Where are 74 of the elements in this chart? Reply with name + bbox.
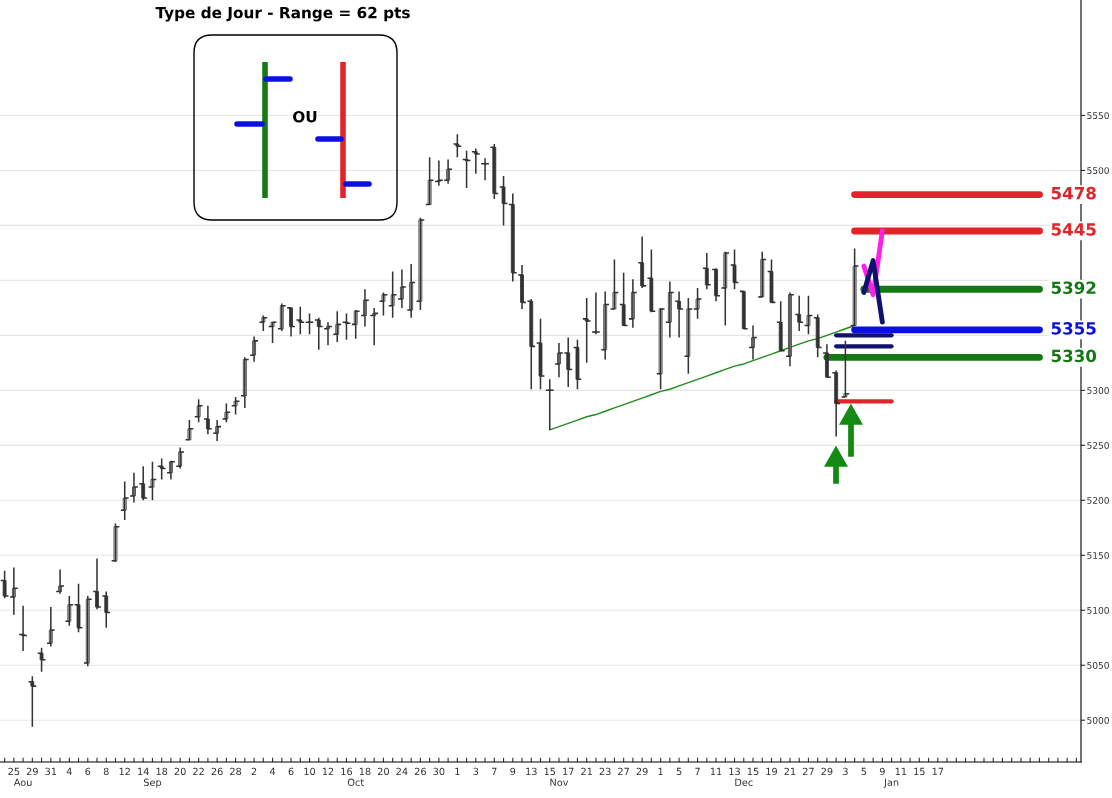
x-tick-label: 21: [581, 767, 592, 775]
x-tick-label: 24: [396, 767, 408, 775]
x-tick-label: 16: [341, 767, 353, 776]
chart-title: Type de Jour - Range = 62 pts: [155, 6, 410, 22]
x-tick-label: 5: [861, 767, 867, 776]
y-tick-label: 5100: [1087, 606, 1109, 614]
x-tick-label: 30: [433, 767, 445, 776]
x-tick-label: 5: [676, 767, 682, 776]
x-tick-label: 10: [304, 767, 316, 776]
x-tick-label: 27: [802, 767, 814, 775]
x-tick-label: 12: [119, 767, 130, 775]
y-tick-label: 5500: [1087, 167, 1109, 174]
y-tick-label: 5550: [1087, 112, 1109, 120]
x-tick-label: 2: [251, 767, 257, 775]
x-tick-label: Jan: [883, 778, 899, 788]
x-tick-label: 29: [821, 767, 833, 776]
x-tick-label: 18: [359, 767, 371, 776]
x-tick-label: Nov: [550, 778, 569, 786]
x-tick-label: 27: [618, 767, 630, 775]
series-label: 5330: [1051, 349, 1097, 363]
y-tick-label: 5150: [1087, 552, 1109, 559]
y-tick-label: 5050: [1087, 661, 1109, 669]
x-tick-label: 17: [563, 767, 574, 775]
x-tick-label: 29: [636, 767, 648, 776]
x-tick-label: Oct: [347, 778, 364, 786]
y-tick-label: 5300: [1087, 387, 1109, 394]
series-label: 5355: [1051, 322, 1096, 335]
x-tick-label: 28: [230, 767, 242, 776]
y-tick-label: 5200: [1087, 497, 1109, 504]
x-tick-label: 9: [879, 767, 885, 776]
x-tick-label: 7: [492, 767, 497, 775]
x-tick-label: 12: [322, 767, 334, 775]
x-tick-label: 29: [26, 767, 38, 776]
x-tick-label: 15: [747, 767, 759, 776]
x-tick-label: 6: [85, 767, 91, 776]
x-tick-label: 13: [729, 767, 740, 776]
x-tick-label: 19: [766, 767, 777, 776]
line-series: [549, 324, 856, 431]
x-tick-label: 23: [599, 767, 611, 776]
x-tick-label: Dec: [735, 778, 753, 786]
x-tick-label: 7: [695, 767, 700, 775]
x-tick-label: 21: [784, 767, 796, 775]
x-tick-label: 26: [414, 767, 426, 776]
x-tick-label: 25: [8, 767, 20, 776]
x-tick-label: 26: [211, 767, 223, 776]
x-tick-label: 17: [932, 767, 944, 775]
x-tick-label: 20: [377, 767, 389, 776]
y-tick-label: 5000: [1087, 716, 1109, 724]
x-tick-label: 31: [45, 767, 57, 776]
x-tick-label: 4: [269, 767, 276, 775]
x-tick-label: 3: [473, 767, 479, 776]
x-tick-label: Sep: [143, 778, 162, 788]
x-tick-label: 18: [156, 767, 168, 776]
series-label: 5445: [1051, 223, 1096, 236]
x-tick-label: 14: [138, 767, 149, 775]
x-tick-label: 1: [658, 767, 663, 775]
x-tick-label: 20: [174, 767, 186, 776]
x-tick-label: 3: [843, 767, 848, 776]
x-tick-label: 4: [66, 767, 72, 775]
y-tick-label: 5250: [1087, 442, 1109, 449]
series-label: 5392: [1051, 281, 1096, 295]
x-tick-label: 1: [455, 767, 460, 775]
x-tick-label: 13: [526, 767, 537, 776]
x-tick-label: 9: [510, 767, 516, 776]
series-label: 5478: [1051, 186, 1096, 200]
x-tick-label: 15: [544, 767, 556, 776]
x-tick-label: 11: [895, 767, 907, 775]
x-tick-label: 8: [103, 767, 109, 776]
x-tick-label: 6: [288, 767, 294, 776]
x-tick-label: 22: [193, 767, 204, 775]
x-tick-label: 15: [914, 767, 925, 776]
annotation: OU: [293, 110, 317, 123]
x-tick-label: Aou: [13, 778, 32, 786]
x-tick-label: 11: [710, 767, 722, 775]
